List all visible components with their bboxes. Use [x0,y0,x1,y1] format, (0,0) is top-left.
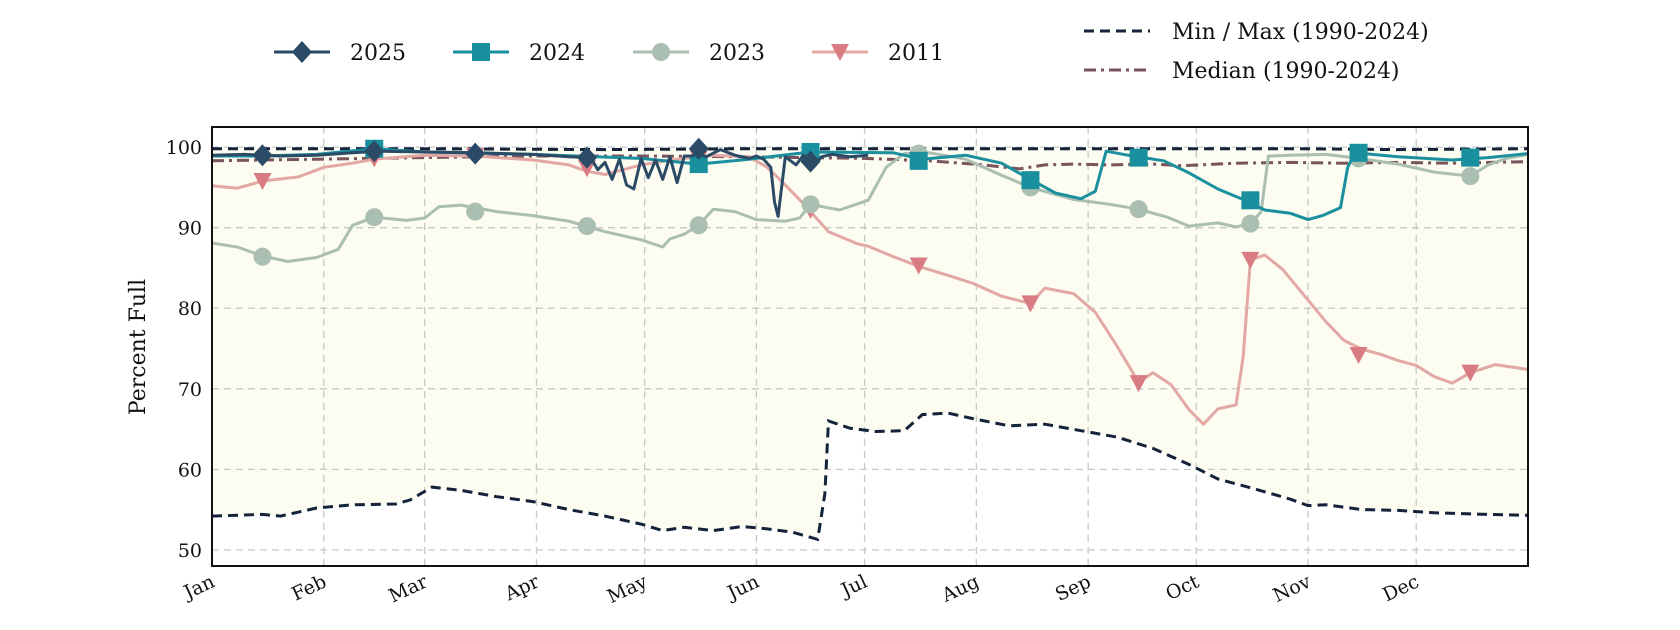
legend-marker-2024 [472,43,490,61]
series-2024-point-3 [909,151,928,170]
series-2023 [211,144,1529,266]
series-2011-point-9 [1241,251,1260,269]
y-tick-label-50: 50 [178,540,202,562]
series-2023-point-8 [1129,200,1148,219]
series-2023-point-11 [1461,167,1480,186]
legend-label-2011: 2011 [888,41,944,66]
legend-item-2011: 2011 [812,41,944,66]
series-2024-point-8 [1461,148,1480,167]
series-2025-point-4 [688,137,709,160]
series-2024-point-1 [689,155,708,174]
plot-frame [211,126,1529,567]
series-2024-point-4 [1021,171,1040,190]
y-tick-label-100: 100 [166,137,202,159]
legend-label-median: Median (1990-2024) [1172,59,1400,84]
legend-marker-2023 [652,43,670,61]
legend-marker-2025 [292,41,312,63]
series-2023-point-9 [1241,214,1260,233]
series-2025-point-0 [252,144,273,167]
y-tick-label-60: 60 [178,459,202,481]
legend-item-median: Median (1990-2024) [1084,59,1400,84]
y-tick-label-90: 90 [178,218,202,240]
legend-label-2025: 2025 [350,41,406,66]
series-2025 [211,137,869,218]
series-2023-point-0 [253,247,272,266]
series-2023-point-1 [365,208,384,227]
legend-label-minmax: Min / Max (1990-2024) [1172,20,1429,45]
series-2025-point-3 [576,146,597,169]
legend-marker-2011 [831,44,849,61]
series-2011-point-6 [909,257,928,275]
legend-item-2025: 2025 [274,41,406,66]
series-2024-line [212,147,1529,222]
y-tick-label-70: 70 [178,379,202,401]
legend-label-2023: 2023 [709,41,765,66]
series-2023-line [211,151,1529,263]
y-tick-label-80: 80 [178,298,202,320]
series-2024 [212,139,1529,222]
series-2025-point-2 [465,142,486,165]
series-2024-point-5 [1129,148,1148,167]
y-axis-title: Percent Full [126,279,151,415]
series-2011-point-11 [1461,364,1480,382]
series-2023-point-5 [801,195,820,214]
legend-item-2024: 2024 [453,41,585,66]
y-axis: 50 60 70 80 90 100 [166,137,202,562]
legend-label-2024: 2024 [529,41,585,66]
series-2025-point-5 [800,150,821,173]
series-2011-point-0 [253,172,272,190]
legend: 2025 2024 2023 2011 Min / Max (1990-2024) Med… [274,20,1429,84]
series-2023-point-4 [689,216,708,235]
series-2023-point-3 [577,217,596,236]
legend-item-2023: 2023 [633,41,765,66]
series-2024-point-7 [1349,143,1368,162]
series-2011-point-8 [1129,375,1148,393]
median-line [211,154,1529,171]
minmax-band [212,148,1528,540]
min-line [211,411,1529,542]
legend-item-minmax: Min / Max (1990-2024) [1084,20,1429,45]
plot-area [211,126,1529,567]
series-2011-point-10 [1349,346,1368,364]
series-2023-point-2 [466,202,485,221]
max-line [212,147,1529,152]
series-2011-line [211,153,1529,426]
series-2025-point-1 [364,140,385,163]
series-2011-point-7 [1021,295,1040,313]
series-2024-point-6 [1241,191,1260,210]
